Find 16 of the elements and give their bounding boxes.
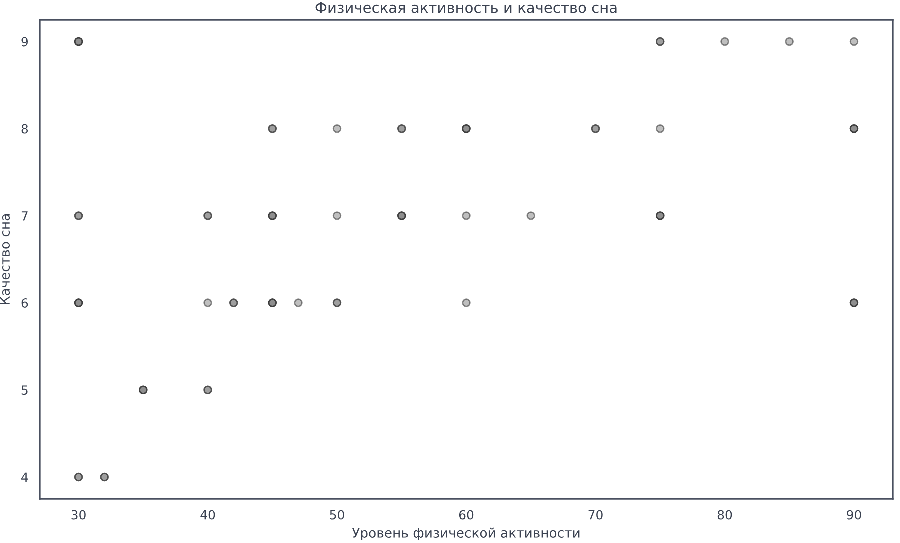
chart-title: Физическая активность и качество сна xyxy=(316,2,617,14)
x-axis-title: Уровень физической активности xyxy=(352,528,580,541)
x-tick-label: 80 xyxy=(718,510,732,520)
y-tick-label: 6 xyxy=(22,298,28,308)
x-tick-label: 40 xyxy=(200,510,216,520)
x-tick-label: 90 xyxy=(847,510,862,520)
y-axis-title: Качество сна xyxy=(0,214,10,304)
y-tick-label: 5 xyxy=(22,386,28,396)
x-tick-label: 60 xyxy=(459,510,474,520)
y-tick-label: 4 xyxy=(22,472,28,482)
x-tick-label: 50 xyxy=(330,510,344,520)
x-tick-label: 30 xyxy=(72,510,86,520)
y-tick-label: 7 xyxy=(22,212,28,221)
y-tick-label: 8 xyxy=(22,124,28,134)
x-tick-label: 70 xyxy=(588,510,603,520)
y-tick-label: 9 xyxy=(22,37,28,47)
